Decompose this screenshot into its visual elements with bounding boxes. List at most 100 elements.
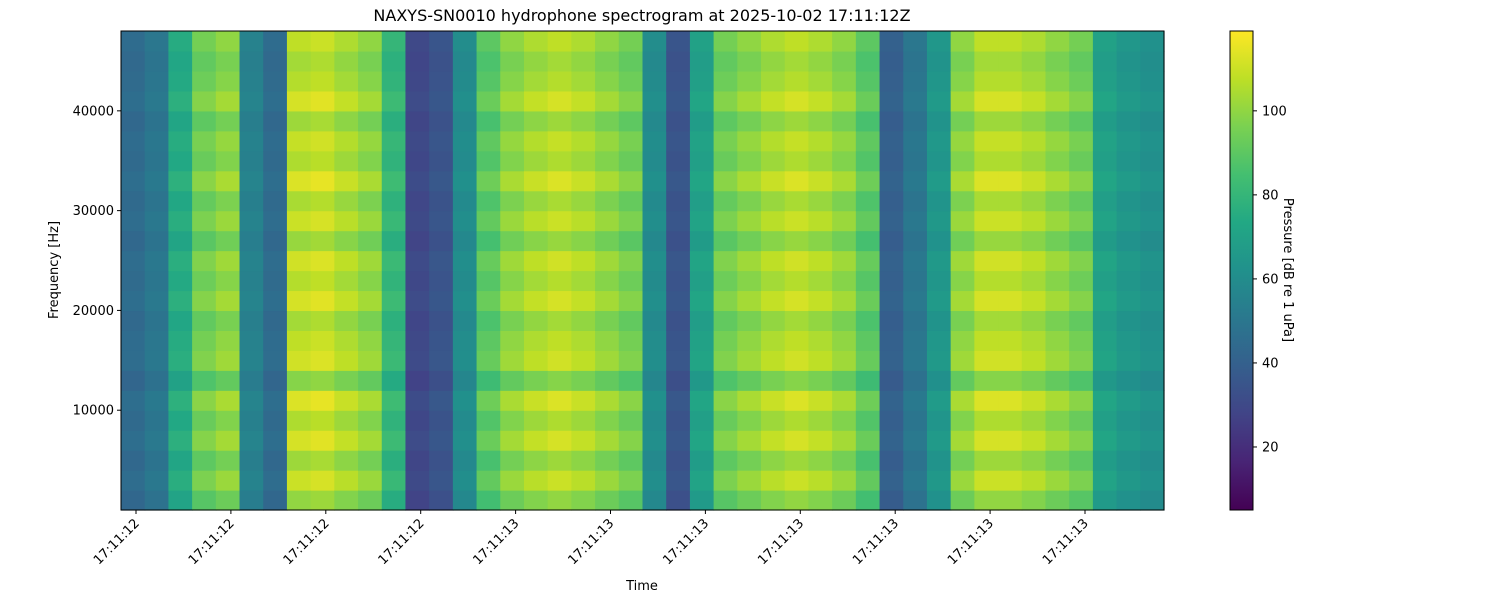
heatmap-cell [523,410,549,431]
heatmap-cell [879,310,904,331]
heatmap-cell [310,450,335,471]
heatmap-cell [192,250,217,272]
heatmap-cell [381,250,407,272]
heatmap-cell [1045,270,1070,292]
heatmap-cell [855,170,881,192]
heatmap-cell [998,150,1023,172]
heatmap-cell [547,370,572,391]
heatmap-cell [1045,130,1070,152]
heatmap-cell [1116,470,1141,491]
heatmap-cell [547,190,572,212]
heatmap-cell [595,310,620,331]
heatmap-cell [215,310,241,331]
heatmap-cell [215,270,241,292]
heatmap-cell [571,90,596,112]
heatmap-cell [1045,490,1070,511]
heatmap-cell [926,350,952,371]
heatmap-cell [144,250,169,272]
heatmap-cell [429,50,454,72]
heatmap-cell [998,450,1023,471]
spectrogram-heatmap [121,31,1165,511]
heatmap-cell [689,130,715,152]
heatmap-cell [998,230,1023,252]
heatmap-cell [1092,410,1118,431]
heatmap-cell [1140,390,1165,411]
heatmap-cell [476,31,501,52]
heatmap-cell [1021,410,1047,431]
heatmap-cell [855,330,881,351]
heatmap-cell [523,150,549,172]
heatmap-cell [429,470,454,491]
heatmap-cell [571,230,596,252]
heatmap-cell [334,370,359,391]
heatmap-cell [832,330,857,351]
heatmap-cell [452,110,478,132]
heatmap-cell [405,410,430,431]
heatmap-cell [1140,70,1165,92]
heatmap-cell [334,210,359,232]
heatmap-cell [1045,70,1070,92]
heatmap-cell [476,470,501,491]
heatmap-cell [334,250,359,272]
heatmap-cell [429,210,454,232]
heatmap-cell [405,350,430,371]
heatmap-cell [879,210,904,232]
heatmap-cell [192,90,217,112]
heatmap-cell [974,230,999,252]
heatmap-cell [618,70,644,92]
heatmap-cell [310,210,335,232]
heatmap-cell [974,330,999,351]
heatmap-cell [310,430,335,451]
heatmap-cell [903,210,928,232]
heatmap-cell [832,190,857,212]
heatmap-cell [239,330,264,351]
heatmap-cell [571,130,596,152]
heatmap-cell [974,70,999,92]
heatmap-cell [855,90,881,112]
heatmap-cell [855,250,881,272]
heatmap-cell [808,410,833,431]
heatmap-cell [239,130,264,152]
heatmap-cell [903,130,928,152]
heatmap-cell [381,310,407,331]
heatmap-cell [808,31,833,52]
heatmap-cell [452,31,478,52]
heatmap-cell [713,330,738,351]
heatmap-cell [429,450,454,471]
heatmap-cell [737,330,762,351]
heatmap-cell [476,210,501,232]
heatmap-cell [571,350,596,371]
heatmap-cell [192,450,217,471]
heatmap-cell [168,190,193,212]
heatmap-cell [784,90,810,112]
heatmap-cell [998,190,1023,212]
heatmap-cell [903,270,928,292]
heatmap-cell [476,230,501,252]
heatmap-cell [121,230,146,252]
heatmap-cell [1092,430,1118,451]
heatmap-cell [405,110,430,132]
heatmap-cell [784,170,810,192]
heatmap-cell [595,210,620,232]
heatmap-cell [429,410,454,431]
heatmap-cell [689,370,715,391]
heatmap-cell [1021,350,1047,371]
heatmap-cell [381,410,407,431]
heatmap-cell [121,190,146,212]
colorbar-tick-label: 80 [1262,188,1279,203]
heatmap-cell [405,370,430,391]
heatmap-cell [523,350,549,371]
heatmap-cell [334,450,359,471]
heatmap-cell [903,350,928,371]
x-tick-label: 17:11:12 [186,516,238,568]
heatmap-cell [784,150,810,172]
heatmap-cell [903,290,928,312]
heatmap-cell [215,110,241,132]
heatmap-cell [168,250,193,272]
heatmap-cell [689,250,715,272]
heatmap-cell [358,150,383,172]
heatmap-cell [808,450,833,471]
heatmap-cell [286,50,312,72]
heatmap-cell [666,270,691,292]
heatmap-cell [595,90,620,112]
